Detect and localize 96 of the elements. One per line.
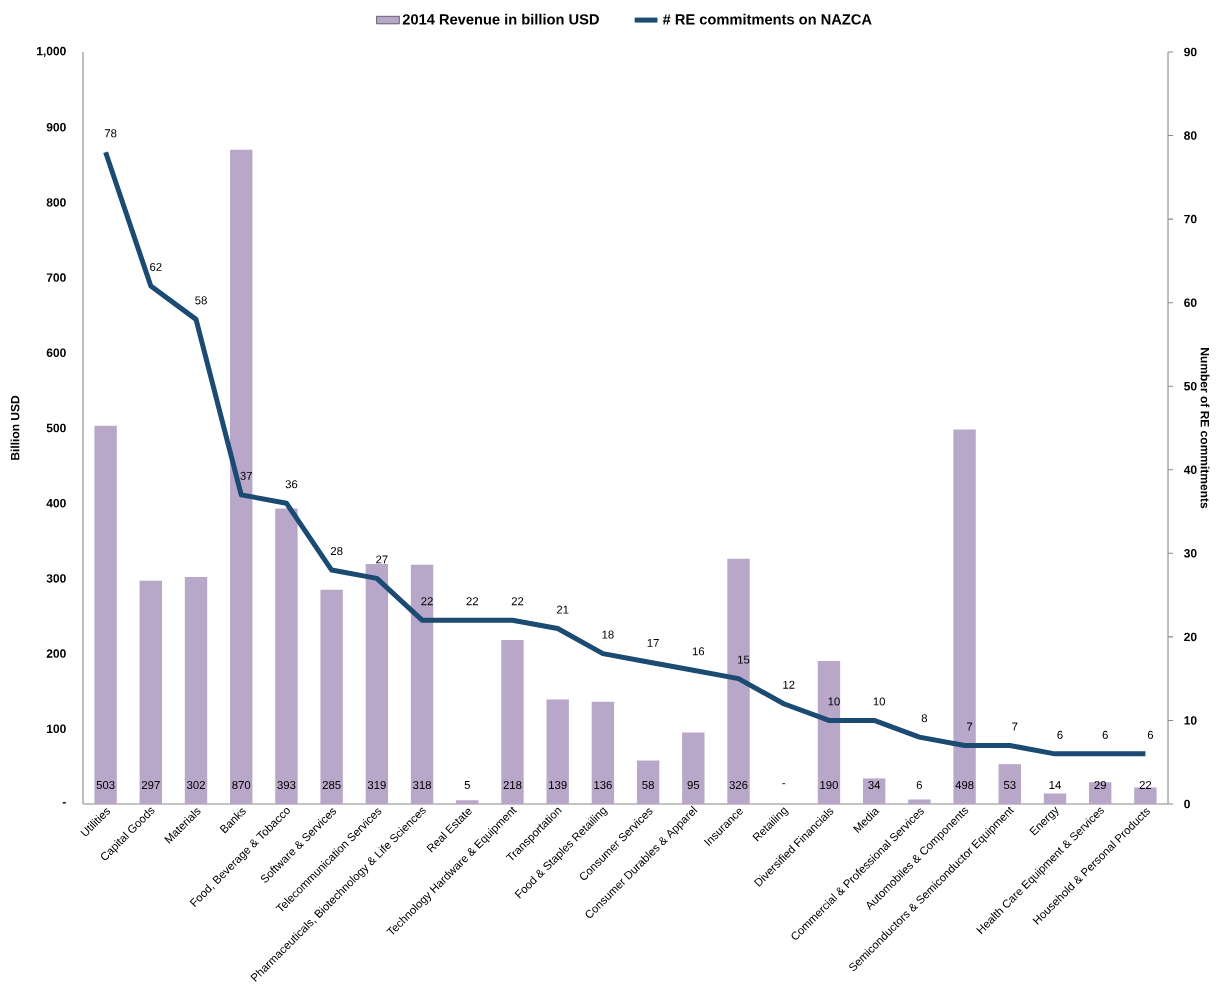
data-label: 17 xyxy=(647,639,659,647)
data-label: 36 xyxy=(285,480,298,489)
data-label: 27 xyxy=(376,555,388,564)
bar xyxy=(1089,782,1112,804)
y-tick-label: 200 xyxy=(46,649,66,658)
data-label: 34 xyxy=(868,781,881,790)
data-label: 302 xyxy=(187,781,205,790)
y2-tick-label: 80 xyxy=(1184,131,1197,140)
bar xyxy=(591,701,615,804)
data-label: 10 xyxy=(828,697,840,706)
y2-tick-label: 50 xyxy=(1184,381,1197,391)
y-tick-label: 900 xyxy=(46,122,66,132)
y2-tick-label: 20 xyxy=(1184,632,1197,642)
legend-label: 2014 Revenue in billion USD xyxy=(402,13,599,25)
data-label: 8 xyxy=(921,714,928,723)
data-label: 22 xyxy=(421,597,433,606)
bar xyxy=(682,732,705,804)
bar xyxy=(456,800,479,804)
data-label: 136 xyxy=(594,781,612,790)
data-label: 297 xyxy=(141,781,160,790)
y2-tick-label: 0 xyxy=(1184,799,1190,809)
y-tick-label: 500 xyxy=(46,423,66,433)
bar xyxy=(1043,793,1067,804)
data-label: 7 xyxy=(1012,722,1018,731)
data-label: 393 xyxy=(277,781,296,790)
data-label: 14 xyxy=(1049,781,1061,789)
bar xyxy=(275,508,298,804)
data-label: 318 xyxy=(413,781,432,790)
y-axis-title: Billion USD xyxy=(10,395,20,460)
data-label: 870 xyxy=(232,781,251,790)
bar xyxy=(410,564,434,804)
data-label: 29 xyxy=(1094,781,1106,790)
data-label: 6 xyxy=(1147,730,1154,739)
data-label: 37 xyxy=(240,471,252,480)
data-label: 22 xyxy=(466,597,478,606)
data-label: 12 xyxy=(783,680,795,689)
data-label: 53 xyxy=(1003,781,1016,790)
y2-axis-title: Number of RE commitments xyxy=(1200,348,1210,509)
y2-tick-label: 40 xyxy=(1183,465,1197,475)
bar xyxy=(1134,787,1157,804)
data-label: 10 xyxy=(873,697,886,706)
data-label: 285 xyxy=(322,781,341,790)
data-label: 218 xyxy=(503,781,522,790)
bar xyxy=(727,558,750,804)
data-label: 95 xyxy=(687,781,700,790)
data-label: 16 xyxy=(692,647,705,656)
data-label: 139 xyxy=(549,781,567,790)
data-label: 15 xyxy=(738,655,750,664)
data-label: 5 xyxy=(464,781,470,789)
data-label: 21 xyxy=(556,605,569,614)
data-label: 326 xyxy=(729,781,748,790)
data-label: 58 xyxy=(642,781,654,790)
data-label: 28 xyxy=(330,547,343,556)
bar xyxy=(546,699,569,804)
bar xyxy=(636,760,660,804)
y-tick-label: 700 xyxy=(46,273,66,282)
data-label: 58 xyxy=(195,296,207,305)
y-tick-label: 100 xyxy=(47,724,66,734)
bar xyxy=(94,425,117,804)
y-tick-label: 300 xyxy=(46,574,66,583)
bar xyxy=(998,764,1021,804)
y-tick-label: - xyxy=(62,802,66,804)
data-label: 6 xyxy=(1057,730,1063,739)
bar xyxy=(365,564,389,804)
data-label: 22 xyxy=(1139,781,1152,789)
bar xyxy=(230,149,253,804)
y2-tick-label: 30 xyxy=(1184,549,1197,558)
bar xyxy=(184,576,208,804)
bar xyxy=(501,640,524,804)
data-label: 6 xyxy=(1102,730,1108,739)
bar xyxy=(862,778,886,804)
bar xyxy=(953,429,976,804)
data-label: 319 xyxy=(367,781,386,790)
y-tick-label: 600 xyxy=(46,348,66,358)
y2-tick-label: 10 xyxy=(1184,716,1197,725)
legend-label: # RE commitments on NAZCA xyxy=(662,13,872,25)
data-label: 78 xyxy=(104,129,117,138)
data-label: 18 xyxy=(602,630,614,639)
data-label: 6 xyxy=(916,781,923,790)
data-label: 62 xyxy=(150,262,162,271)
data-label: 22 xyxy=(511,597,524,606)
y-tick-label: 800 xyxy=(46,198,66,207)
data-label: 7 xyxy=(967,722,973,731)
y-tick-label: 400 xyxy=(46,498,66,508)
y2-tick-label: 70 xyxy=(1184,214,1197,224)
data-label: 498 xyxy=(955,781,974,790)
data-label: 190 xyxy=(820,781,838,790)
data-label: 503 xyxy=(96,781,115,790)
bar xyxy=(817,661,841,804)
bar xyxy=(908,799,931,804)
y-tick-label: 1,000 xyxy=(37,46,66,58)
bar xyxy=(139,580,163,804)
y2-tick-label: 60 xyxy=(1184,298,1197,307)
y2-tick-label: 90 xyxy=(1184,47,1197,57)
data-label: - xyxy=(782,783,786,785)
bar xyxy=(320,589,343,804)
